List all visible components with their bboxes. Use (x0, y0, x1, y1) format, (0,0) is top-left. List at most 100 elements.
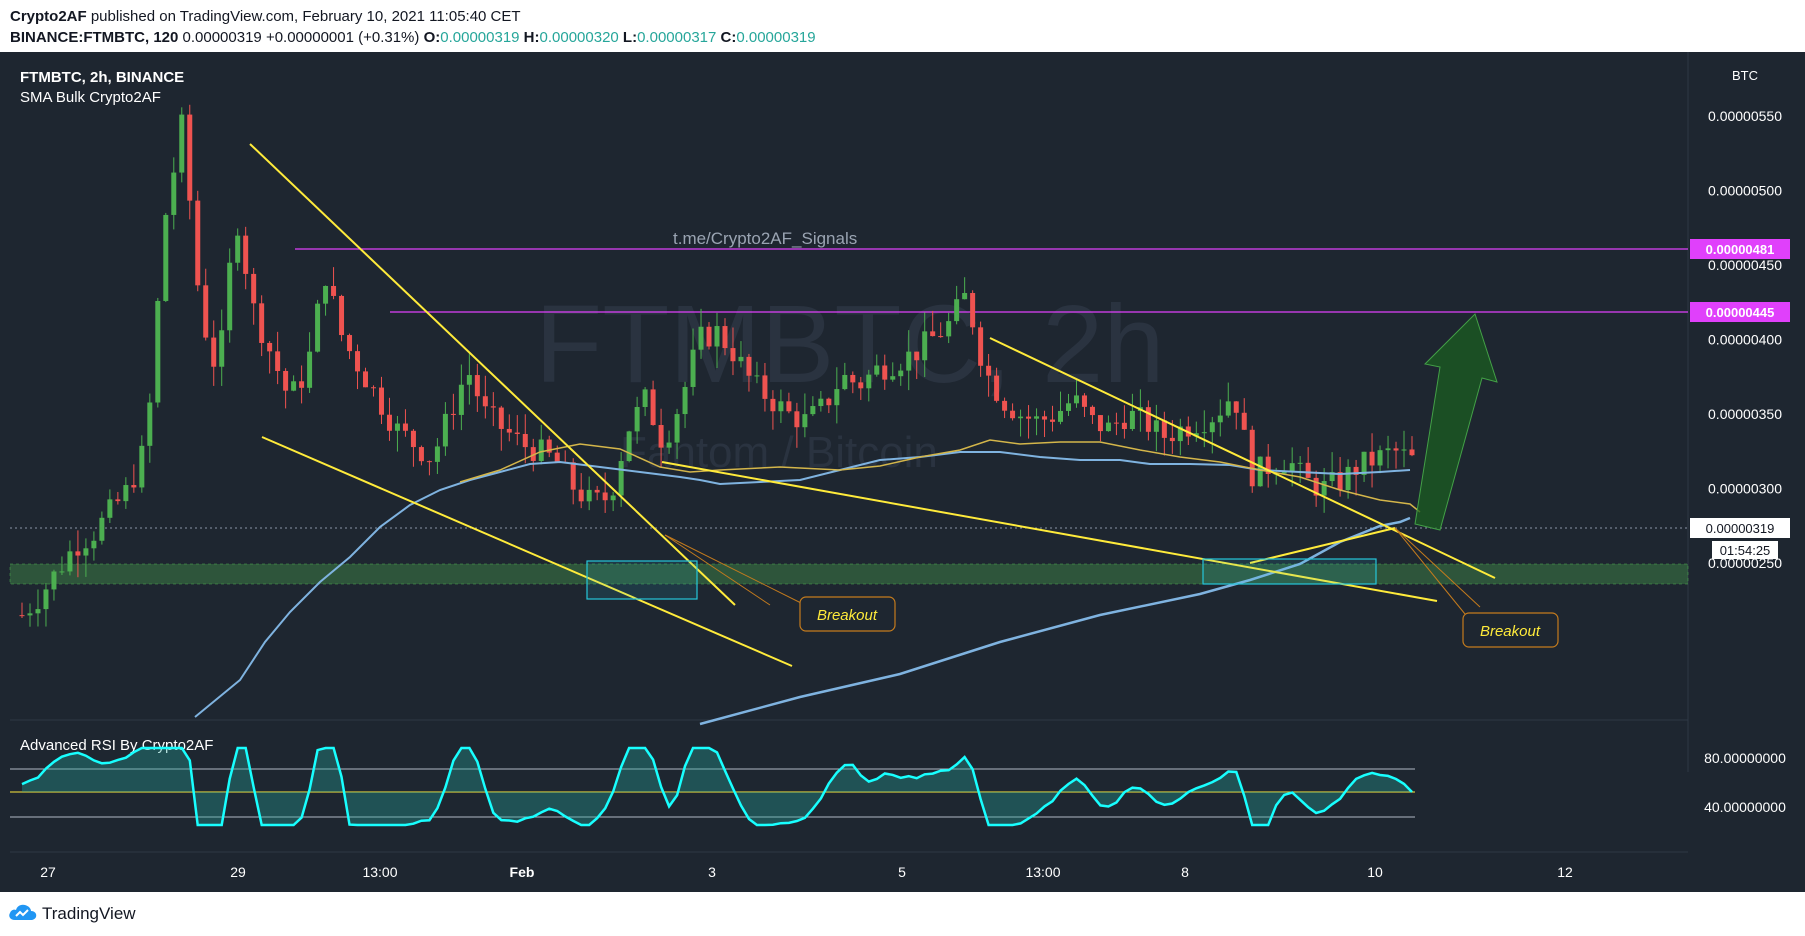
countdown-label: 01:54:25 (1720, 543, 1771, 558)
symbol-label: BINANCE:FTMBTC, 120 (10, 29, 179, 46)
candle-body (498, 407, 504, 429)
candle-body (347, 335, 353, 352)
candle-body (1145, 407, 1151, 432)
candle-body (890, 376, 896, 380)
breakout-label-1: Breakout (817, 607, 878, 624)
candle-body (1121, 422, 1127, 430)
candle-body (267, 342, 273, 352)
candle-body (19, 615, 25, 617)
candle-body (642, 389, 648, 408)
candle-body (1353, 466, 1359, 475)
accumulation-box-1 (586, 560, 698, 600)
breakout-pointer-1 (664, 534, 806, 606)
badge-445: 0.00000445 (1706, 305, 1775, 320)
candle-body (1305, 462, 1311, 478)
candle-body (1002, 400, 1008, 411)
candle-body (131, 485, 137, 488)
publish-header: Crypto2AF published on TradingView.com, … (0, 0, 1805, 52)
wedge-line[interactable] (1249, 527, 1396, 564)
time-tick-label: 8 (1181, 864, 1189, 880)
candle-body (211, 337, 217, 367)
watermark-subtitle: Fantom / Bitcoin (620, 428, 938, 477)
candle-body (746, 356, 752, 376)
candle-body (1361, 451, 1367, 475)
candle-body (930, 331, 936, 337)
sma-slow-line (194, 451, 1411, 718)
chart-svg[interactable]: FTMBTC, 2h Fantom / Bitcoin t.me/Crypto2… (0, 52, 1805, 892)
candle-body (1401, 449, 1407, 451)
candle-body (442, 413, 448, 447)
candle-body (762, 375, 768, 399)
candle-body (139, 445, 145, 488)
candle-body (283, 370, 289, 391)
candle-body (842, 374, 848, 390)
time-tick-label: 12 (1557, 864, 1573, 880)
chart-area[interactable]: FTMBTC, 2h Fantom / Bitcoin t.me/Crypto2… (0, 52, 1805, 892)
accumulation-box-2 (1202, 558, 1377, 585)
candle-body (1409, 449, 1415, 456)
candle-body (730, 348, 736, 362)
candle-body (1265, 456, 1271, 474)
time-axis[interactable]: 27 29 13:00 Feb 3 5 13:00 8 10 12 (40, 864, 1573, 880)
ohlc-line: BINANCE:FTMBTC, 120 0.00000319 +0.000000… (10, 29, 816, 46)
candle-body (1393, 448, 1399, 451)
candle-body (594, 489, 600, 493)
price-tick-label: 0.00000450 (1708, 257, 1782, 273)
candle-body (1050, 419, 1056, 422)
price-tick-label: 0.00000400 (1708, 332, 1782, 348)
candle-body (1065, 403, 1071, 411)
tradingview-brand[interactable]: TradingView (42, 904, 136, 923)
time-tick-label: 13:00 (1025, 864, 1060, 880)
candle-body (938, 336, 944, 338)
candle-body (1385, 448, 1391, 451)
candle-body (59, 571, 65, 573)
candle-body (450, 413, 456, 415)
candle-body (962, 293, 968, 300)
candle-body (786, 401, 792, 412)
tradingview-logo-icon[interactable] (8, 902, 38, 924)
downtrend-line-1[interactable] (249, 143, 736, 606)
badge-481-bg (1690, 239, 1790, 259)
candle-body (370, 387, 376, 389)
candle-body (1217, 415, 1223, 423)
candle-body (1193, 433, 1199, 437)
support-zone (9, 563, 1689, 585)
candle-body (522, 433, 528, 448)
lower-channel-line-2[interactable] (661, 461, 1438, 602)
badge-last-price: 0.00000319 (1706, 521, 1775, 536)
breakout-pointer-2b (1394, 527, 1481, 608)
breakout-label-2: Breakout (1480, 623, 1541, 640)
candle-body (1034, 416, 1040, 419)
candle-body (1345, 466, 1351, 491)
candle-body (466, 375, 472, 385)
publisher-name[interactable]: Crypto2AF (10, 8, 87, 25)
candle-body (874, 365, 880, 375)
candle-body (339, 295, 345, 336)
candle-body (514, 432, 520, 434)
candlestick-series (19, 104, 1415, 627)
candle-body (355, 351, 361, 372)
candle-body (99, 517, 105, 541)
signal-link-text: t.me/Crypto2AF_Signals (673, 229, 857, 248)
sma-fast-line (459, 439, 1421, 513)
time-tick-label: Feb (510, 864, 535, 880)
time-tick-label: 5 (898, 864, 906, 880)
candle-body (554, 452, 560, 462)
time-tick-label: 13:00 (362, 864, 397, 880)
rsi-line (21, 746, 1413, 827)
candle-body (506, 428, 512, 433)
candle-body (331, 285, 337, 296)
candle-body (1249, 429, 1255, 487)
rsi-fill (22, 748, 1412, 825)
downtrend-line-2[interactable] (989, 337, 1496, 579)
candle-body (586, 489, 592, 502)
candle-body (83, 548, 89, 556)
candle-body (650, 389, 656, 426)
candle-body (602, 492, 608, 501)
candle-body (754, 375, 760, 377)
candle-body (386, 414, 392, 431)
candle-body (1369, 451, 1375, 466)
candle-body (410, 430, 416, 448)
watermark-symbol: FTMBTC, 2h (535, 283, 1165, 406)
lower-channel-line-1[interactable] (261, 436, 793, 667)
